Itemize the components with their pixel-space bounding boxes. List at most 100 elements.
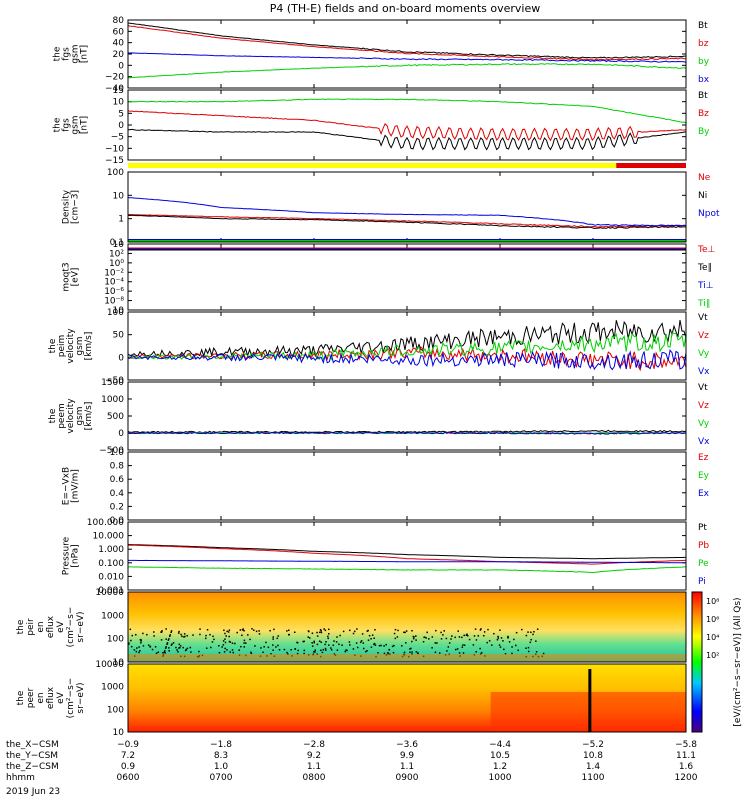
spectrogram-pixel <box>396 636 399 638</box>
spectrogram-pixel <box>527 631 529 633</box>
spectrogram-pixel <box>250 652 253 655</box>
spectrogram-pixel <box>536 628 539 630</box>
x-row-value: 1100 <box>582 773 605 783</box>
spectrogram-pixel <box>189 646 192 649</box>
spectrogram-pixel <box>186 634 188 637</box>
y-label-line: E=−VxB <box>62 467 72 505</box>
spectrogram-pixel <box>472 644 475 646</box>
y-label-line: en <box>36 692 46 703</box>
y-label-line: [nPa] <box>71 544 81 567</box>
spectrogram-pixel <box>307 630 310 632</box>
y-tick-label: 0 <box>118 429 124 439</box>
spectrogram-pixel <box>387 652 389 654</box>
spectrogram-pixel <box>206 629 209 631</box>
spectrogram-pixel <box>185 648 188 651</box>
spectrogram-pixel <box>318 640 321 643</box>
spectrogram-pixel <box>223 629 225 632</box>
panel-peem-velocity: the peem velocity gsm [km/s] 1500 1000 500 0 −500… <box>48 378 710 456</box>
x-row-label: hhmm <box>6 773 35 783</box>
spectrogram-pixel <box>166 642 169 644</box>
series-line-Ni <box>127 214 687 230</box>
panel-frame <box>127 171 687 243</box>
spectrogram-pixel <box>446 650 448 652</box>
spectrogram-pixel <box>204 637 207 640</box>
x-row-value: 1.0 <box>214 762 229 772</box>
spectrogram-pixel <box>463 634 465 637</box>
spectrogram-pixel <box>138 646 140 648</box>
colorbar-label: [eV/(cm²−s−sr−eV)] (All Qs) <box>733 597 743 726</box>
spectrogram-pixel <box>225 635 227 637</box>
y-tick-label: −10 <box>105 144 124 154</box>
spectrogram-pixel <box>290 649 292 651</box>
y-tick-label: 5 <box>118 109 124 119</box>
spectrogram-pixel <box>456 648 459 650</box>
y-label-line: eV <box>56 691 66 704</box>
spectrogram-pixel <box>525 647 527 649</box>
spectrogram-pixel <box>504 653 507 655</box>
spectrogram-pixel <box>463 644 466 646</box>
series-group-fgs-gsm-total <box>127 22 687 79</box>
spectrogram-pixel <box>367 639 370 641</box>
spectrogram-pixel <box>316 635 319 637</box>
date-label: 2019 Jun 23 <box>6 787 60 797</box>
y-tick-label: 100 <box>107 705 124 715</box>
spectrogram-pixel <box>170 630 173 632</box>
spectrogram-pixel <box>168 650 170 652</box>
x-row-value: 0600 <box>117 773 140 783</box>
spectrogram-pixel <box>211 641 214 643</box>
spectrogram-pixel <box>359 641 362 644</box>
spectrogram-pixel <box>328 644 330 646</box>
spectrogram-pixel <box>318 631 321 634</box>
spectrogram-pixel <box>314 651 316 653</box>
spectrogram-pixel <box>392 651 395 654</box>
spectrogram-pixel <box>462 644 464 646</box>
x-row-value: 1.4 <box>586 762 601 772</box>
spectrogram-pixel <box>473 635 476 637</box>
spectrogram-pixel <box>293 631 296 634</box>
spectrogram-pixel <box>393 632 396 635</box>
spectrogram-pixel <box>532 633 534 636</box>
series-group-fgs-gsm-angles <box>127 98 687 151</box>
spectrogram-pixel <box>242 628 245 630</box>
spectrogram-pixel <box>224 641 227 644</box>
spectrogram-pixel <box>320 631 323 634</box>
spectrogram-pixel <box>483 634 485 637</box>
spectrogram-pixel <box>163 651 166 653</box>
spectrogram-pixel <box>303 652 305 655</box>
legend-Bz: Bz <box>698 109 709 119</box>
y-tick-label: −15 <box>105 156 124 166</box>
spectrogram-pixel <box>165 628 167 630</box>
spectrogram-pixel <box>507 636 509 639</box>
y-label-line: Pressure <box>62 536 72 575</box>
spectrogram-pixel <box>335 641 338 643</box>
y-tick-label: 10 <box>113 306 125 316</box>
panel-frame <box>127 521 687 591</box>
spectrogram-pixel <box>352 632 355 635</box>
spectrogram-pixel <box>411 629 413 632</box>
series-line-Ne <box>127 213 687 228</box>
spectrogram-pixel <box>513 638 515 641</box>
y-label-line: (cm²−s− <box>66 678 76 719</box>
spectrogram-pixel <box>338 643 340 646</box>
spectrogram-pixel <box>316 631 318 634</box>
y-label-line: [cm−3] <box>71 190 81 224</box>
spectrogram-pixel <box>466 633 468 636</box>
y-label-line: the <box>48 408 58 423</box>
series-group-density <box>127 197 687 230</box>
spectrogram-pixel <box>140 642 142 644</box>
colorbar-tick: 10⁶ <box>706 615 719 624</box>
spectrogram-pixel <box>431 647 433 649</box>
spectrogram-pixel <box>454 636 456 639</box>
spectrogram-pixel <box>154 646 157 648</box>
legend-Pi: Pi <box>698 577 706 587</box>
panel-frame <box>127 243 687 311</box>
spectrogram-pixel <box>341 644 343 646</box>
spectrogram-pixel <box>153 631 155 633</box>
y-tick-label: 100 <box>107 168 124 178</box>
spectrogram-pixel <box>423 636 425 639</box>
y-label-line: en <box>36 621 46 632</box>
y-label-line: gsm <box>75 336 85 355</box>
spectrogram-pixel <box>355 642 358 644</box>
y-tick-label: 60 <box>113 27 125 37</box>
spectrogram-pixel <box>164 647 167 649</box>
